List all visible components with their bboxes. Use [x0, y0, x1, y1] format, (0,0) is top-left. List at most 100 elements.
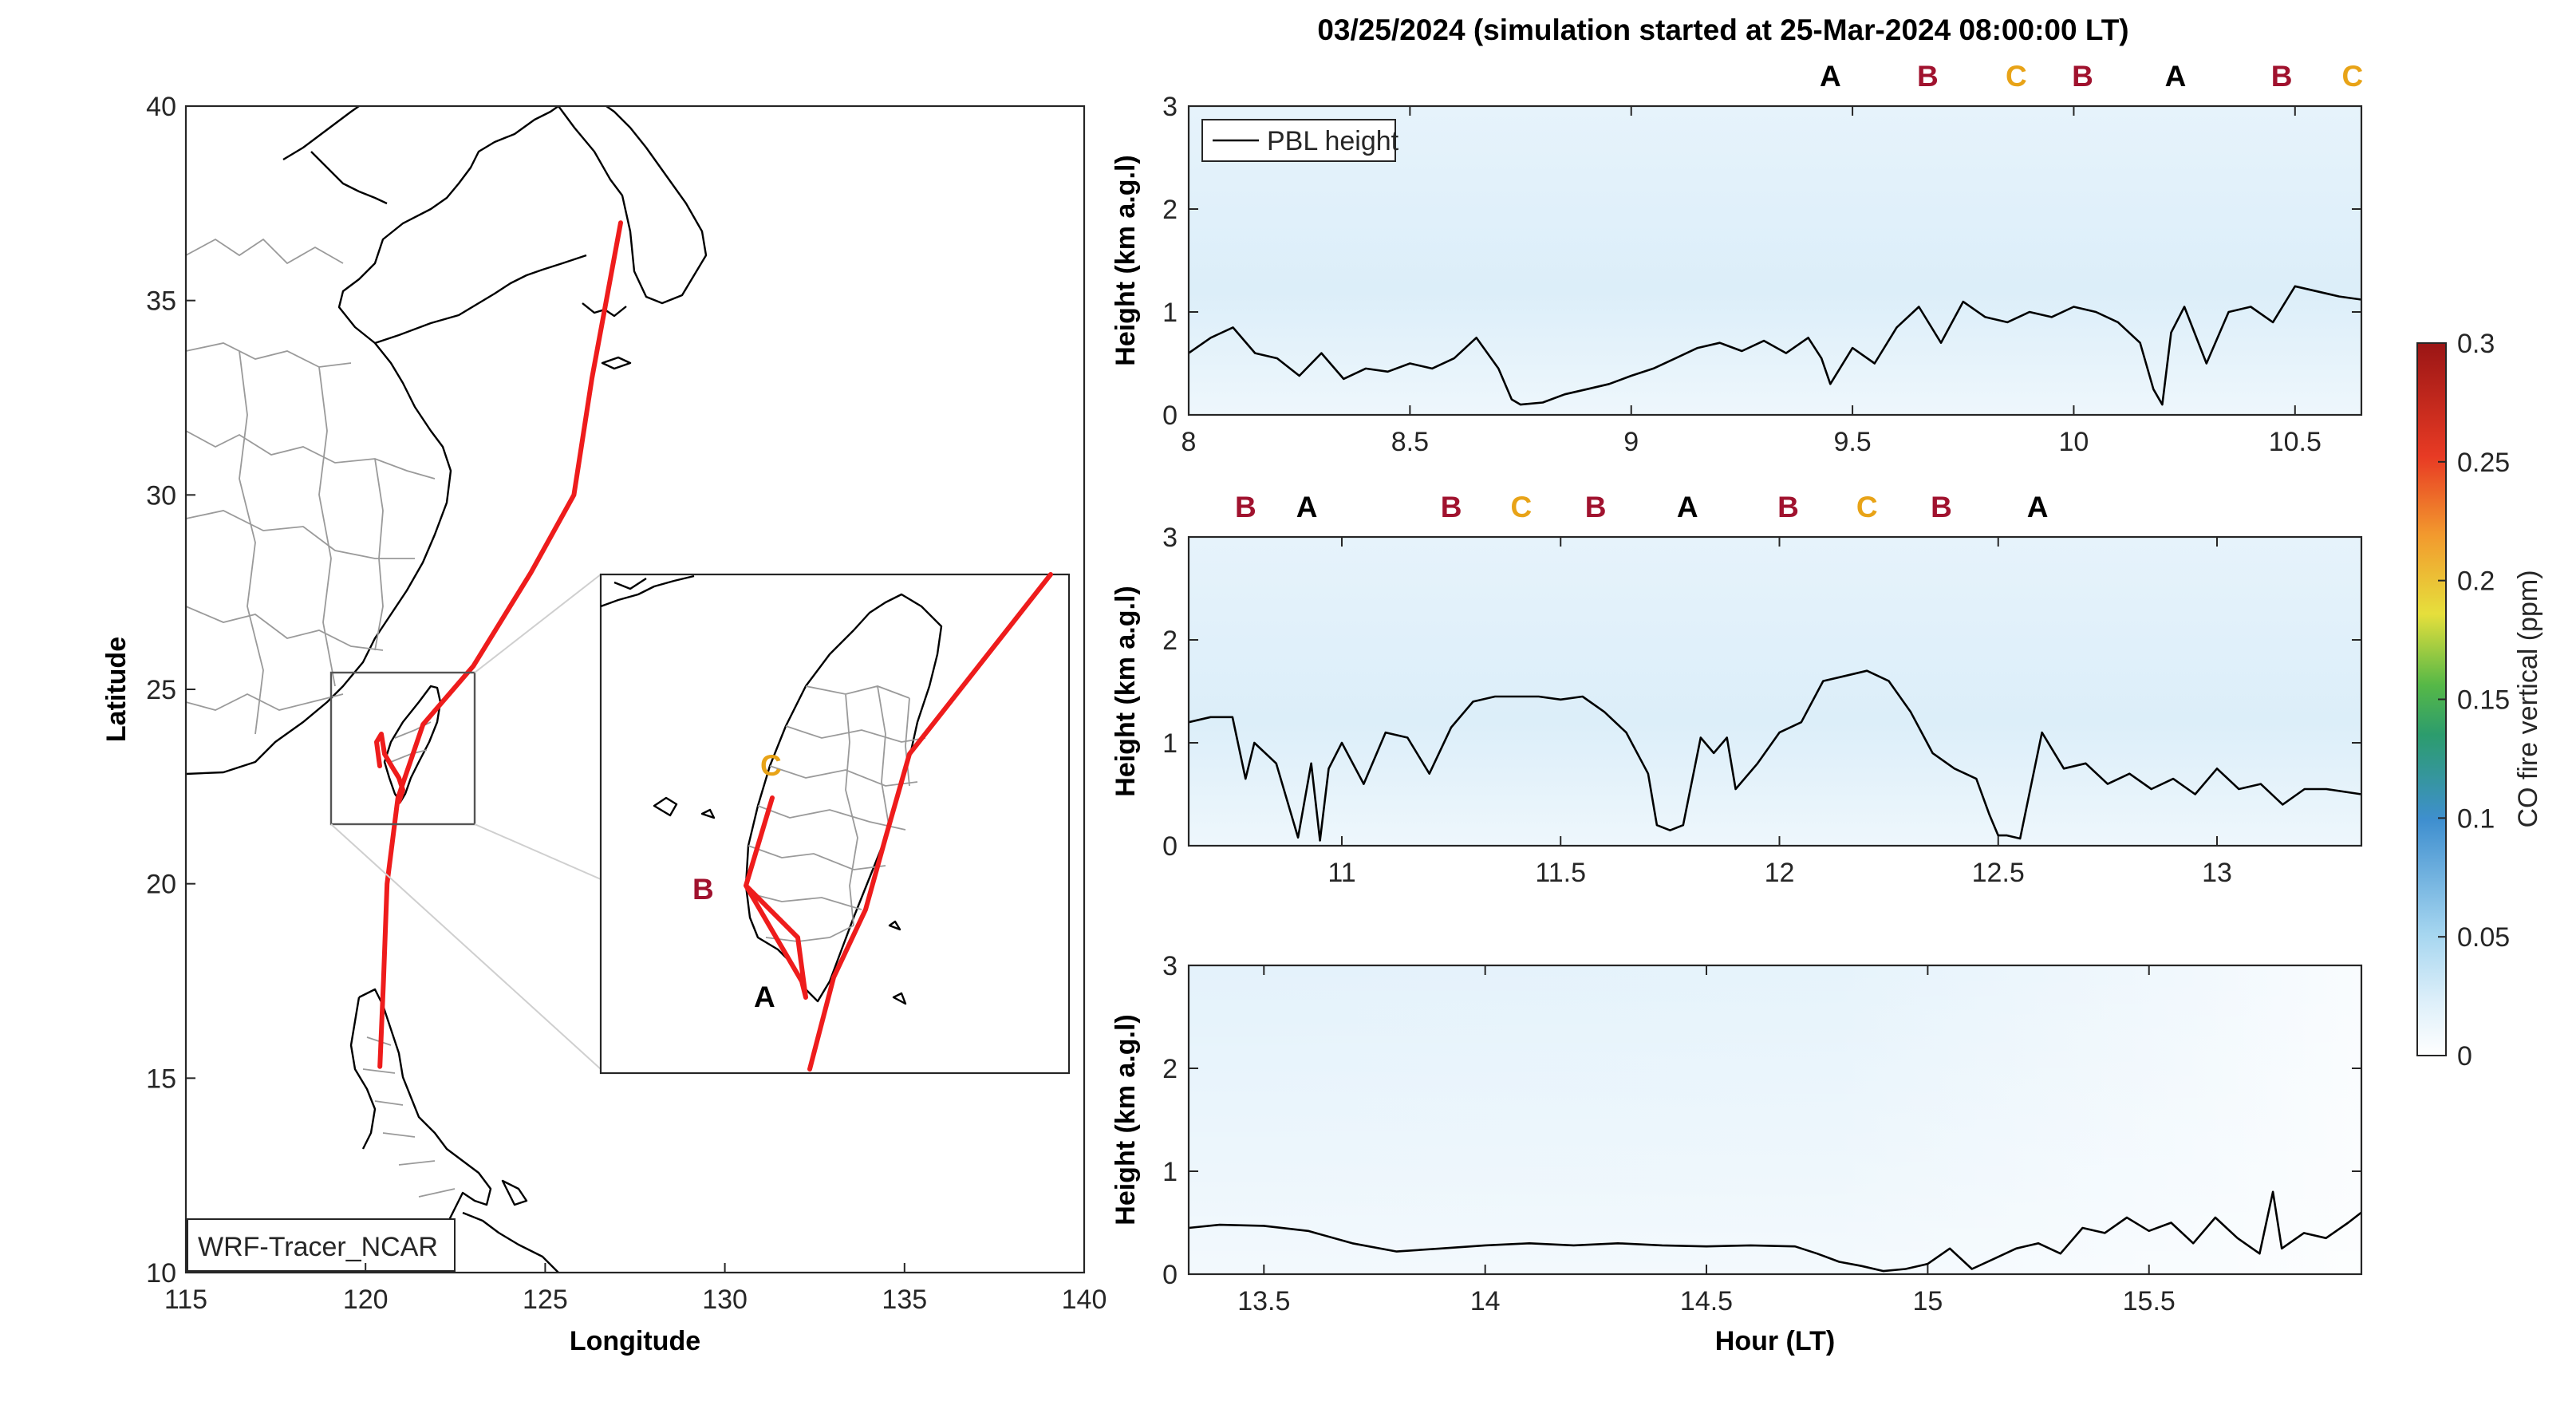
- xtick-label: 15.5: [2123, 1286, 2176, 1316]
- map-xtick-label: 115: [164, 1285, 207, 1315]
- shandong-coastline: [374, 254, 587, 345]
- taiwan-inset: C B A: [599, 572, 1071, 1075]
- trajectory-track: [377, 220, 623, 1069]
- ytick-label: 2: [1162, 626, 1178, 656]
- map-ytick-label: 20: [146, 870, 176, 900]
- colorbar-tick-label: 0: [2457, 1041, 2472, 1072]
- colorbar-tick-label: 0.05: [2457, 922, 2510, 953]
- xtick-label: 12.5: [1972, 858, 2025, 888]
- taiwan-coastline: [383, 685, 442, 803]
- site-marker-A: A: [1820, 60, 1841, 93]
- zoom-box: [329, 671, 476, 826]
- manchuria-coastline: [282, 106, 360, 161]
- map-ytick-label: 25: [146, 675, 176, 705]
- panel-xlabel: Hour (LT): [1715, 1326, 1835, 1356]
- map-ytick-label: 35: [146, 286, 176, 317]
- zoom-connector-top: [474, 574, 602, 673]
- map-panel: WRF-Tracer_NCAR C B A 115 120 125 130 135 140…: [101, 92, 1107, 1356]
- colorbar-label: CO fire vertical (ppm): [2513, 570, 2543, 827]
- colorbar-ticks: 0 0.05 0.1 0.15 0.2 0.25 0.3: [2438, 329, 2510, 1072]
- inset-mainland-coast: [600, 574, 695, 608]
- map-ytick-label: 15: [146, 1064, 176, 1094]
- liaodong-coastline: [310, 151, 388, 205]
- site-marker-B: B: [1777, 491, 1799, 523]
- colorbar-tick-label: 0.25: [2457, 448, 2510, 478]
- xtick-label: 8: [1181, 427, 1197, 457]
- korea-coastline: [558, 106, 708, 305]
- xtick-label: 8.5: [1391, 427, 1429, 457]
- site-marker-B: B: [1585, 491, 1607, 523]
- xtick-label: 12: [1765, 858, 1795, 888]
- inset-label-A: A: [754, 981, 775, 1013]
- tracer-field: [1189, 537, 2361, 846]
- panel-frame: [1187, 105, 2363, 416]
- panel-frame: [1187, 964, 2363, 1276]
- map-xtick-label: 140: [1062, 1285, 1107, 1315]
- panel-ylabel: Height (km a.g.l): [1110, 155, 1141, 365]
- site-marker-B: B: [1441, 491, 1462, 523]
- zoom-connector-bottom: [474, 823, 602, 880]
- panel-frame: [1187, 535, 2363, 847]
- site-marker-C: C: [2342, 60, 2364, 93]
- pbl-height-line: [1188, 1190, 2362, 1273]
- site-marker-B: B: [1235, 491, 1256, 523]
- colorbar-tick-label: 0.1: [2457, 803, 2495, 834]
- figure-title: 03/25/2024 (simulation started at 25-Mar…: [1317, 14, 2128, 46]
- map-xtick-label: 130: [702, 1285, 748, 1315]
- ytick-label: 2: [1162, 195, 1178, 225]
- panel-ylabel: Height (km a.g.l): [1110, 1014, 1141, 1225]
- site-marker-A: A: [2165, 60, 2187, 93]
- xtick-label: 10.5: [2269, 427, 2322, 457]
- colorbar-tick-label: 0.2: [2457, 566, 2495, 597]
- inset-islands: [653, 796, 907, 1005]
- map-ytick-label: 10: [146, 1258, 176, 1289]
- inset-county-borders: [748, 685, 926, 942]
- xtick-label: 11.5: [1535, 858, 1586, 888]
- site-marker-A: A: [2027, 491, 2049, 523]
- xtick-label: 9: [1623, 427, 1639, 457]
- map-ylabel: Latitude: [101, 637, 132, 742]
- inset-trajectory: [807, 572, 1053, 1072]
- xtick-label: 15: [1912, 1286, 1943, 1316]
- pbl-height-line: [1188, 669, 2362, 842]
- tracer-field-fade: [1189, 965, 2361, 1274]
- map-ytick-label: 30: [146, 480, 176, 511]
- mainland-coastline: [186, 106, 559, 776]
- xtick-label: 9.5: [1833, 427, 1871, 457]
- inset-label-C: C: [760, 749, 782, 782]
- ytick-label: 1: [1162, 728, 1178, 759]
- province-borders: [186, 238, 436, 735]
- luzon-borders: [362, 1036, 456, 1198]
- xtick-label: 11: [1327, 858, 1355, 888]
- ytick-label: 1: [1162, 298, 1178, 328]
- xtick-label: 13: [2202, 858, 2232, 888]
- inset-frame: [599, 573, 1071, 1075]
- colorbar-tick-label: 0.3: [2457, 329, 2495, 359]
- ytick-label: 2: [1162, 1054, 1178, 1084]
- pbl-legend: PBL height: [1201, 119, 1399, 162]
- ytick-label: 0: [1162, 831, 1178, 862]
- ytick-label: 1: [1162, 1157, 1178, 1187]
- xtick-label: 13.5: [1237, 1286, 1290, 1316]
- site-marker-C: C: [1510, 491, 1532, 523]
- map-ticks: 115 120 125 130 135 140 10 15 20 25 30 35 40: [146, 92, 1107, 1315]
- inset-taiwan-coastline: [744, 593, 943, 1003]
- map-basemap: [186, 106, 708, 1273]
- xtick-label: 10: [2059, 427, 2089, 457]
- panel-ylabel: Height (km a.g.l): [1110, 586, 1141, 796]
- inset-label-B: B: [692, 873, 714, 906]
- xtick-label: 14.5: [1680, 1286, 1733, 1316]
- pbl-panel-1: 8 8.5 9 9.5 10 10.5 0 1 2 3 Height (km a.g.l) A B C B A…: [1110, 60, 2363, 457]
- map-xtick-label: 120: [343, 1285, 389, 1315]
- site-marker-B: B: [2271, 60, 2293, 93]
- site-marker-C: C: [1856, 491, 1878, 523]
- inset-trajectory-loop: [744, 795, 808, 1000]
- site-marker-A: A: [1296, 491, 1318, 523]
- ytick-label: 3: [1162, 92, 1178, 122]
- trajectory-taiwan-loop: [374, 732, 405, 804]
- site-marker-B: B: [2072, 60, 2093, 93]
- ytick-label: 3: [1162, 951, 1178, 981]
- model-label: WRF-Tracer_NCAR: [198, 1232, 438, 1262]
